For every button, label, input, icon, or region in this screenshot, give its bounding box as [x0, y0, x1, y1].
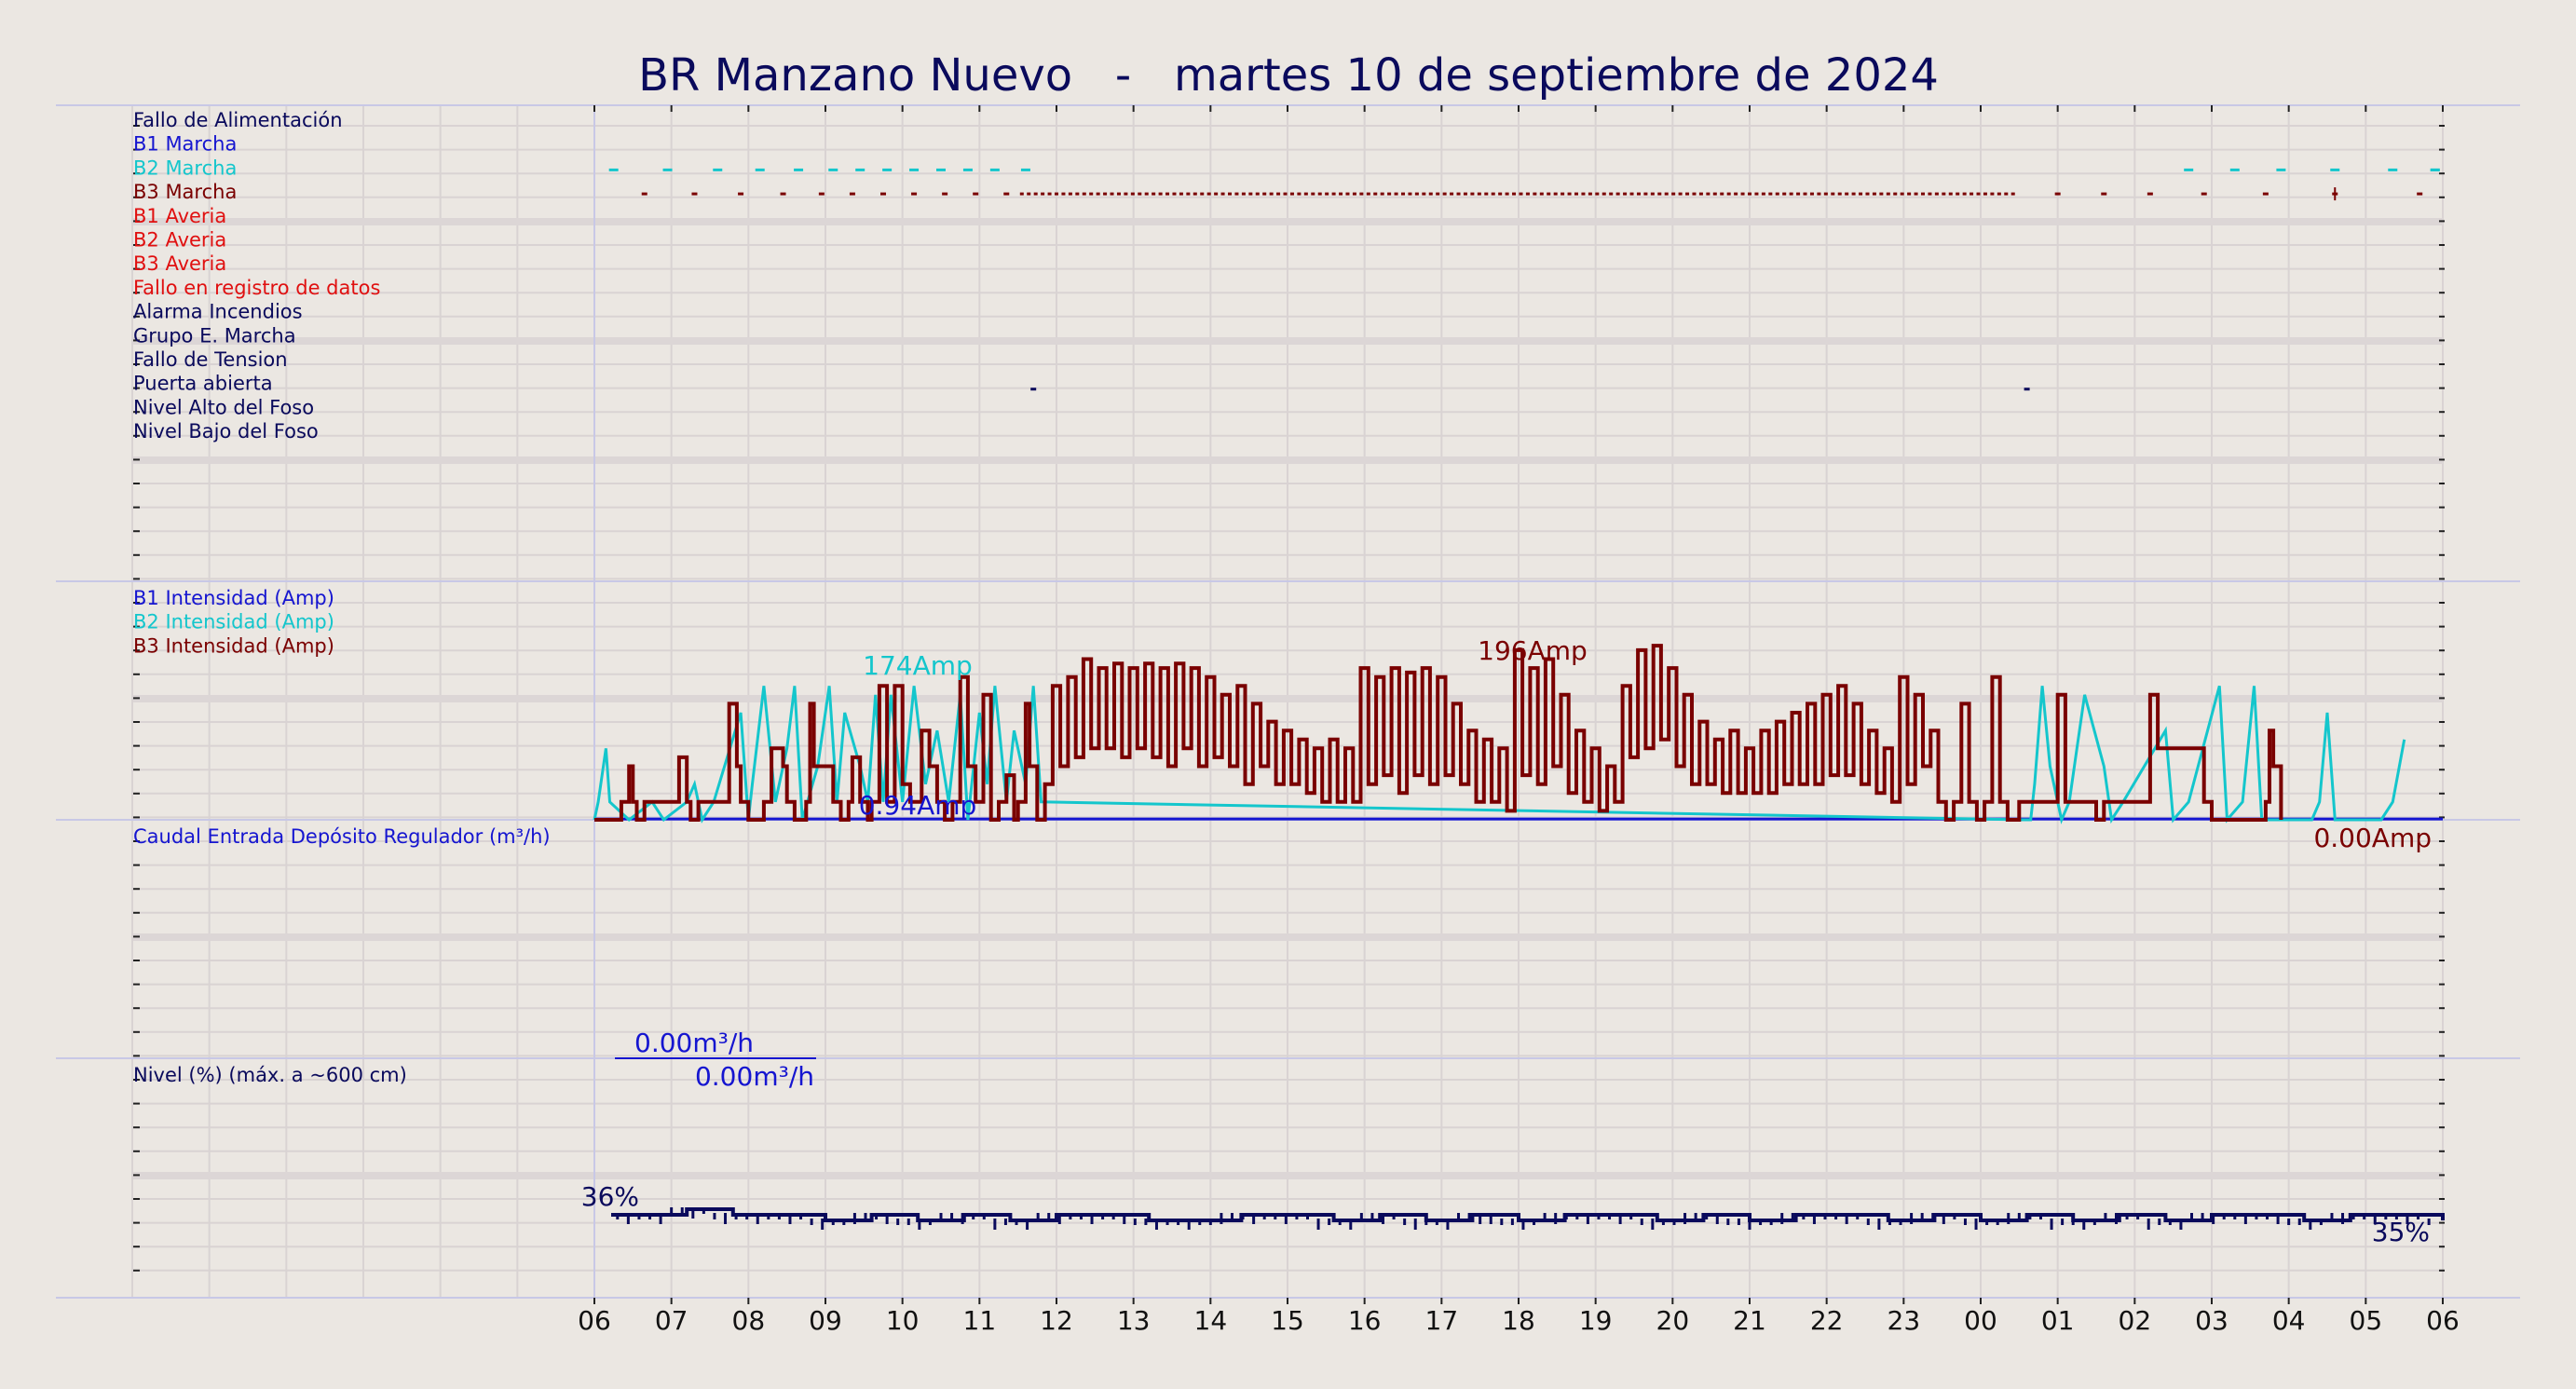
x-tick-label-09: 09: [809, 1305, 842, 1336]
x-tick-label-06: 06: [578, 1305, 611, 1336]
x-tick-label-20: 20: [1656, 1305, 1690, 1336]
x-tick-label-01: 01: [2041, 1305, 2075, 1336]
x-tick-label-04: 04: [2272, 1305, 2306, 1336]
x-tick-label-03: 03: [2195, 1305, 2228, 1336]
x-tick-label-19: 19: [1579, 1305, 1613, 1336]
legend-nivel-alto-del-foso: Nivel Alto del Foso: [133, 396, 314, 418]
x-tick-label-06: 06: [2426, 1305, 2460, 1336]
annotation-b1-value: 0.94Amp: [859, 790, 977, 821]
legend-nivel-bajo-del-foso: Nivel Bajo del Foso: [133, 420, 319, 443]
x-tick-label-07: 07: [655, 1305, 688, 1336]
legend-b1-averia: B1 Averia: [133, 205, 226, 227]
annotation-b3-last: 0.00Amp: [2313, 823, 2432, 853]
legend-b1-intensidad-amp-: B1 Intensidad (Amp): [133, 587, 334, 609]
legend-b2-intensidad-amp-: B2 Intensidad (Amp): [133, 611, 334, 633]
legend-b3-averia: B3 Averia: [133, 252, 226, 275]
chart-title: BR Manzano Nuevo - martes 10 de septiemb…: [638, 49, 1939, 102]
x-tick-label-18: 18: [1502, 1305, 1535, 1336]
legend-b3-intensidad-amp-: B3 Intensidad (Amp): [133, 634, 334, 657]
legend-puerta-abierta: Puerta abierta: [133, 373, 273, 395]
legend-b3-marcha: B3 Marcha: [133, 181, 237, 203]
x-tick-label-10: 10: [886, 1305, 920, 1336]
annotation-b2-max: 174Amp: [863, 650, 973, 681]
x-tick-label-02: 02: [2119, 1305, 2152, 1336]
x-tick-label-17: 17: [1425, 1305, 1459, 1336]
legend-b2-marcha: B2 Marcha: [133, 157, 237, 179]
annotation-flow-last: 0.00m³/h: [695, 1061, 814, 1092]
level-panel: Nivel (%) (máx. a ~600 cm) 36% 35%: [133, 1064, 2445, 1247]
x-tick-label-21: 21: [1733, 1305, 1766, 1336]
x-tick-label-13: 13: [1117, 1305, 1151, 1336]
x-tick-label-23: 23: [1888, 1305, 1921, 1336]
b3-intensity-line: [594, 644, 2283, 822]
annotation-level-first: 36%: [581, 1181, 639, 1212]
x-tick-label-22: 22: [1810, 1305, 1844, 1336]
annotation-b3-max: 196Amp: [1478, 635, 1588, 666]
legend-caudal: Caudal Entrada Depósito Regulador (m³/h): [133, 825, 551, 848]
grid-layer: [131, 105, 2444, 1298]
x-tick-label-15: 15: [1271, 1305, 1304, 1336]
legend-grupo-e-marcha: Grupo E. Marcha: [133, 324, 296, 347]
legend-fallo-de-tension: Fallo de Tension: [133, 348, 288, 371]
legend-b2-averia: B2 Averia: [133, 229, 226, 252]
legend-fallo-de-alimentaci-n: Fallo de Alimentación: [133, 109, 343, 131]
x-tick-label-16: 16: [1348, 1305, 1382, 1336]
x-tick-label-14: 14: [1194, 1305, 1228, 1336]
x-tick-label-00: 00: [1964, 1305, 1997, 1336]
annotation-flow-first: 0.00m³/h: [634, 1028, 754, 1058]
x-axis: 06 07 08 09 10 11 12 13 14 15 16 17 18 19 20 21 22 23 00 01…: [578, 105, 2460, 1336]
flow-panel: Caudal Entrada Depósito Regulador (m³/h)…: [133, 825, 816, 1092]
x-tick-label-12: 12: [1040, 1305, 1073, 1336]
legend-nivel: Nivel (%) (máx. a ~600 cm): [133, 1064, 407, 1086]
legend-fallo-en-registro-de-datos: Fallo en registro de datos: [133, 277, 380, 299]
x-tick-label-05: 05: [2350, 1305, 2383, 1336]
annotation-level-last: 35%: [2372, 1217, 2430, 1247]
legend-b1-marcha: B1 Marcha: [133, 133, 237, 156]
x-tick-label-11: 11: [963, 1305, 997, 1336]
x-tick-label-08: 08: [732, 1305, 766, 1336]
intensity-panel: B1 Intensidad (Amp)B2 Intensidad (Amp)B3…: [133, 587, 2443, 853]
legend-alarma-incendios: Alarma Incendios: [133, 301, 303, 323]
